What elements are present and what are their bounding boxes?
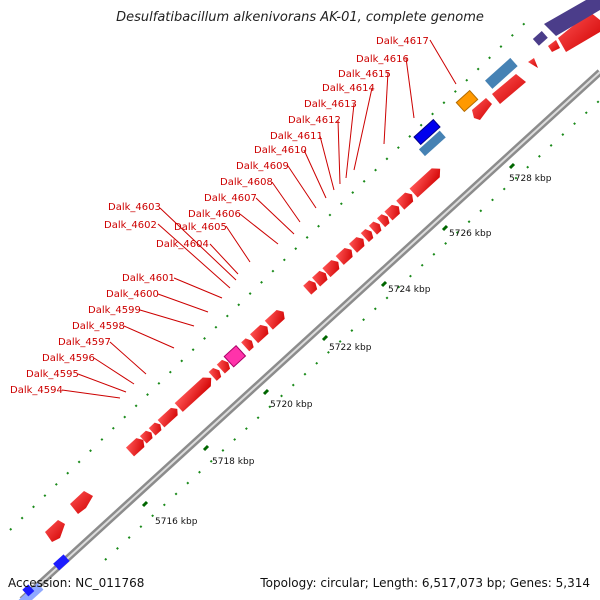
gene-labels: Dalk_4594 Dalk_4595 Dalk_4596 Dalk_4597 …	[10, 36, 429, 396]
gene-label[interactable]: Dalk_4613	[304, 99, 357, 110]
gene-feature-steelblue[interactable]	[418, 130, 446, 157]
scale-label: 5720 kbp	[270, 400, 313, 410]
gene-label[interactable]: Dalk_4596	[42, 353, 95, 364]
accession-text: Accession: NC_011768	[8, 576, 145, 590]
gene-feature[interactable]	[303, 278, 319, 295]
gene-feature-steelblue[interactable]	[485, 57, 518, 89]
gene-label[interactable]: Dalk_4604	[156, 239, 209, 250]
callout-lines	[61, 39, 457, 399]
gene-feature[interactable]	[157, 405, 181, 428]
gene-label[interactable]: Dalk_4594	[10, 385, 63, 396]
gene-feature[interactable]	[241, 336, 256, 352]
gene-feature[interactable]	[384, 202, 402, 221]
gene-track	[125, 164, 445, 457]
gene-label[interactable]: Dalk_4605	[174, 222, 227, 233]
gene-feature[interactable]	[70, 491, 93, 514]
gene-feature-purple[interactable]	[532, 31, 548, 46]
gene-feature[interactable]	[148, 421, 164, 436]
gene-label[interactable]: Dalk_4595	[26, 369, 79, 380]
gene-label[interactable]: Dalk_4603	[108, 202, 161, 213]
gene-feature-purple[interactable]	[544, 0, 600, 36]
gene-label[interactable]: Dalk_4597	[58, 337, 111, 348]
gene-feature[interactable]	[368, 220, 384, 235]
gene-feature[interactable]	[335, 245, 356, 265]
gene-feature-orange[interactable]	[455, 89, 479, 113]
scale-label: 5722 kbp	[329, 343, 372, 353]
gene-feature[interactable]	[528, 58, 538, 68]
scale-label: 5718 kbp	[212, 457, 255, 467]
gene-label[interactable]: Dalk_4610	[254, 145, 307, 156]
scale-label: 5728 kbp	[509, 174, 552, 184]
tick-guides	[9, 17, 600, 561]
gene-label[interactable]: Dalk_4600	[106, 289, 159, 300]
gene-label[interactable]: Dalk_4614	[322, 83, 375, 94]
gene-feature-highlight[interactable]	[223, 344, 247, 368]
gene-label[interactable]: Dalk_4615	[338, 69, 391, 80]
gene-label[interactable]: Dalk_4609	[236, 161, 289, 172]
gene-feature[interactable]	[472, 98, 492, 120]
gene-label[interactable]: Dalk_4601	[122, 273, 175, 284]
gene-label[interactable]: Dalk_4612	[288, 115, 341, 126]
gene-feature[interactable]	[409, 164, 445, 198]
gene-feature-blue[interactable]	[22, 584, 35, 597]
right-features	[413, 0, 600, 157]
gene-feature[interactable]	[208, 366, 224, 381]
gene-label[interactable]: Dalk_4598	[72, 321, 125, 332]
gene-feature[interactable]	[174, 373, 216, 412]
gene-label[interactable]: Dalk_4617	[376, 36, 429, 47]
gene-feature[interactable]	[264, 307, 288, 330]
gene-feature[interactable]	[492, 74, 526, 104]
gene-feature[interactable]	[322, 257, 342, 278]
gene-feature-blue[interactable]	[413, 118, 441, 146]
gene-feature[interactable]	[348, 234, 367, 253]
gene-feature[interactable]	[139, 429, 155, 444]
gene-label[interactable]: Dalk_4616	[356, 54, 409, 65]
gene-feature[interactable]	[250, 322, 271, 344]
scale-label: 5726 kbp	[449, 229, 492, 239]
gene-feature[interactable]	[377, 212, 392, 228]
left-features	[15, 491, 93, 600]
gene-label[interactable]: Dalk_4599	[88, 305, 141, 316]
gene-label[interactable]: Dalk_4608	[220, 177, 273, 188]
map-title: Desulfatibacillum alkenivorans AK-01, co…	[116, 10, 484, 25]
gene-feature[interactable]	[45, 520, 65, 542]
gene-feature[interactable]	[360, 227, 376, 243]
gene-feature[interactable]	[312, 269, 330, 287]
gene-label[interactable]: Dalk_4606	[188, 209, 241, 220]
scale-label: 5716 kbp	[155, 517, 198, 527]
scale-label: 5724 kbp	[388, 285, 431, 295]
gene-label[interactable]: Dalk_4611	[270, 131, 323, 142]
scale-labels: 5716 kbp 5718 kbp 5720 kbp 5722 kbp 5724…	[155, 174, 552, 527]
backbone	[19, 69, 600, 600]
gene-feature-lightblue[interactable]	[15, 582, 44, 600]
gene-feature[interactable]	[558, 12, 600, 52]
gene-feature[interactable]	[548, 40, 560, 52]
gene-feature[interactable]	[125, 435, 147, 457]
genome-summary: Topology: circular; Length: 6,517,073 bp…	[260, 576, 590, 590]
gene-label[interactable]: Dalk_4602	[104, 220, 157, 231]
scale-ticks	[141, 162, 516, 508]
gene-feature[interactable]	[396, 190, 416, 210]
gene-feature[interactable]	[216, 358, 232, 374]
gene-feature-blue[interactable]	[53, 554, 70, 571]
gene-label[interactable]: Dalk_4607	[204, 193, 257, 204]
